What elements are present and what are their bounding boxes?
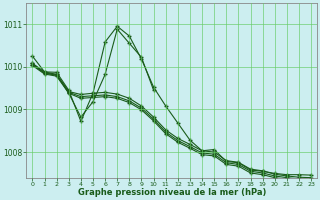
X-axis label: Graphe pression niveau de la mer (hPa): Graphe pression niveau de la mer (hPa)	[77, 188, 266, 197]
